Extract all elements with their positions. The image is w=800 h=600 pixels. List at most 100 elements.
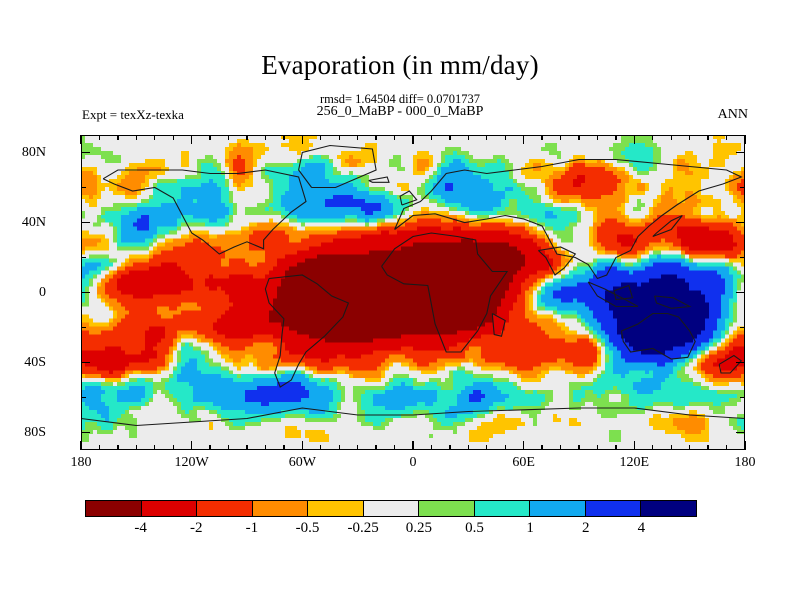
x-axis-minor-tick (615, 445, 617, 450)
x-axis-minor-tick (283, 135, 285, 140)
x-axis-minor-tick (264, 135, 267, 140)
colorbar-tick-label: -2 (190, 520, 203, 536)
x-axis-minor-tick (393, 445, 396, 450)
colorbar-tick-label: -0.5 (295, 520, 320, 536)
x-axis-minor-tick (98, 135, 101, 140)
x-axis-tick-mark (522, 135, 525, 144)
colorbar-segment (307, 501, 363, 516)
x-axis-minor-tick (652, 445, 654, 450)
x-axis-tick-mark (744, 441, 746, 450)
x-axis-tick-mark (633, 135, 636, 144)
x-axis-tick-label: 0 (409, 455, 417, 470)
x-axis-minor-tick (504, 445, 506, 450)
y-axis-minor-tick (740, 256, 745, 259)
x-axis-tick-mark (412, 135, 414, 144)
x-axis-minor-tick (449, 135, 451, 140)
x-axis-minor-tick (356, 135, 359, 140)
season-label: ANN (717, 107, 748, 122)
x-axis-minor-tick (227, 135, 230, 140)
colorbar-tick-label: -4 (134, 520, 147, 536)
x-axis-tick-label: 180 (70, 455, 92, 470)
y-axis-tick-mark (81, 361, 90, 364)
x-axis-minor-tick (338, 135, 340, 140)
x-axis-minor-tick (688, 135, 691, 140)
x-axis-tick-mark (522, 441, 525, 450)
x-axis-minor-tick (375, 135, 377, 140)
colorbar-tick-label: 0.25 (405, 520, 432, 536)
x-axis-minor-tick (117, 445, 119, 450)
y-axis-minor-tick (81, 396, 86, 399)
x-axis-tick-mark (80, 441, 82, 450)
x-axis-minor-tick (596, 445, 599, 450)
x-axis-minor-tick (246, 445, 248, 450)
x-axis-minor-tick (467, 445, 470, 450)
y-axis-tick-mark (736, 221, 745, 224)
x-axis-minor-tick (320, 135, 322, 140)
x-axis-minor-tick (227, 445, 230, 450)
subtitle-cases: 256_0_MaBP - 000_0_MaBP (316, 104, 484, 119)
x-axis-minor-tick (283, 445, 285, 450)
colorbar-tick-label: 0.5 (465, 520, 484, 536)
x-axis-tick-mark (744, 135, 746, 144)
x-axis-minor-tick (559, 135, 562, 140)
x-axis-minor-tick (707, 135, 709, 140)
evaporation-anomaly-map (81, 135, 745, 450)
y-axis-tick-label: 40S (24, 354, 46, 370)
colorbar (85, 500, 697, 517)
x-axis-minor-tick (320, 445, 322, 450)
x-axis-minor-tick (356, 445, 359, 450)
x-axis-minor-tick (154, 445, 156, 450)
x-axis-minor-tick (596, 135, 599, 140)
x-axis-minor-tick (670, 135, 672, 140)
y-axis-tick-mark (736, 291, 745, 294)
x-axis-tick-label: 120E (619, 455, 650, 470)
x-axis-minor-tick (393, 135, 396, 140)
y-axis-minor-tick (81, 186, 86, 189)
y-axis-tick-mark (81, 221, 90, 224)
x-axis-minor-tick (725, 135, 728, 140)
y-axis-tick-mark (736, 151, 745, 154)
colorbar-tick-label: 1 (526, 520, 534, 536)
y-axis-tick-mark (736, 431, 745, 434)
x-axis-minor-tick (670, 445, 672, 450)
colorbar-segment (529, 501, 585, 516)
x-axis-minor-tick (467, 135, 470, 140)
x-axis-minor-tick (154, 135, 156, 140)
x-axis-tick-label: 120W (174, 455, 209, 470)
colorbar-segment (251, 501, 308, 516)
colorbar-tick-label: -0.25 (347, 520, 379, 536)
x-axis-tick-mark (190, 441, 193, 450)
x-axis-minor-tick (486, 135, 488, 140)
y-axis-tick-label: 0 (39, 284, 46, 300)
x-axis-minor-tick (486, 445, 488, 450)
y-axis-tick-mark (81, 291, 90, 294)
x-axis-minor-tick (578, 135, 580, 140)
y-axis-minor-tick (81, 256, 86, 259)
x-axis-minor-tick (172, 445, 174, 450)
x-axis-minor-tick (209, 135, 211, 140)
colorbar-segment (362, 501, 419, 516)
subtitle-statistics: rmsd= 1.64504 diff= 0.0701737 (319, 92, 481, 106)
y-axis-tick-label: 40N (21, 214, 46, 230)
colorbar-segment (473, 501, 530, 516)
x-axis-tick-label: 60E (512, 455, 535, 470)
colorbar-segment (584, 501, 641, 516)
x-axis-minor-tick (117, 135, 119, 140)
x-axis-minor-tick (430, 135, 433, 140)
x-axis-minor-tick (338, 445, 340, 450)
x-axis-minor-tick (430, 445, 433, 450)
colorbar-tick-label: 2 (581, 520, 590, 536)
colorbar-segment (640, 501, 697, 516)
x-axis-minor-tick (615, 135, 617, 140)
x-axis-minor-tick (135, 135, 138, 140)
x-axis-tick-mark (80, 135, 82, 144)
y-axis-tick-label: 80N (21, 144, 46, 160)
anomaly-field-raster (81, 135, 745, 450)
x-axis-tick-mark (190, 135, 193, 144)
coastline-overlay (81, 144, 745, 427)
colorbar-tick-label: 4 (637, 520, 646, 536)
x-axis-minor-tick (578, 445, 580, 450)
x-axis-minor-tick (652, 135, 654, 140)
x-axis-minor-tick (98, 445, 101, 450)
